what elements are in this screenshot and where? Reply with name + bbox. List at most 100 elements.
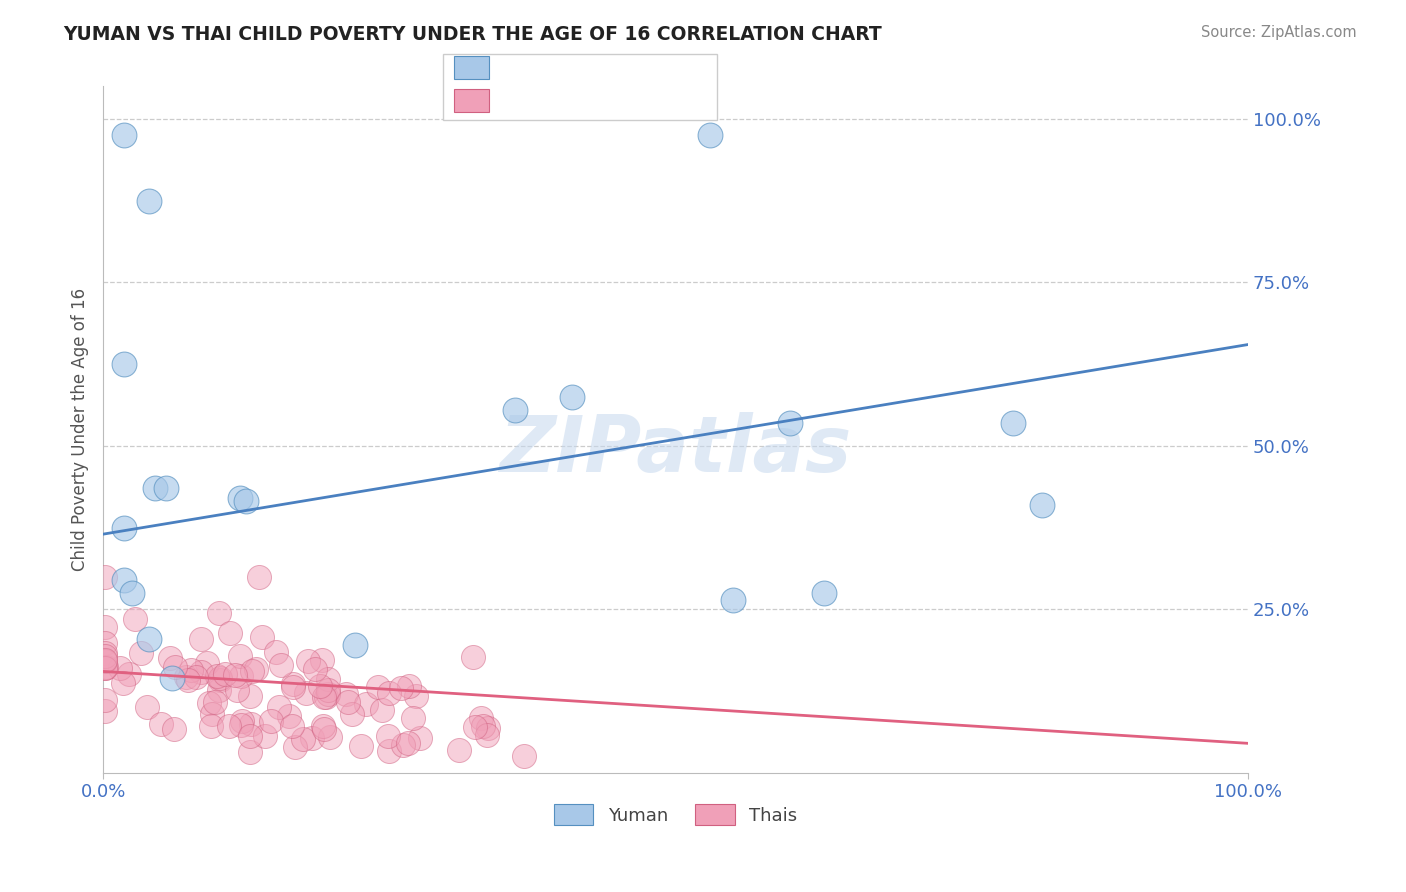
Point [94,661,117,675]
Point [229,649,252,664]
Point [264,645,287,659]
Point [108,661,131,675]
Point [204,695,226,709]
Point [377,729,399,743]
Point [409,731,432,745]
Text: -0.513: -0.513 [524,92,589,110]
Point [343,638,366,652]
Point [295,686,318,700]
Point [121,586,143,600]
Point [94,693,117,707]
Point [174,669,197,683]
Point [163,660,186,674]
Text: 105: 105 [620,92,658,110]
Text: 0.312: 0.312 [531,58,588,77]
Point [561,390,583,404]
Point [226,682,249,697]
Point [200,719,222,733]
Point [699,128,721,143]
Point [239,689,262,703]
Point [278,709,301,723]
Text: N =: N = [581,92,633,110]
Point [163,723,186,737]
Point [229,491,252,506]
Text: N =: N = [581,58,633,77]
Point [464,720,486,734]
Point [94,654,117,668]
Point [208,672,231,686]
Text: 21: 21 [620,58,645,77]
Point [335,687,357,701]
Point [94,704,117,718]
Point [136,700,159,714]
Point [218,718,240,732]
Point [94,647,117,661]
Point [267,700,290,714]
Point [316,682,339,697]
Point [239,746,262,760]
Point [231,718,253,732]
Point [354,697,377,711]
Point [240,665,263,679]
Point [721,592,744,607]
Point [195,656,218,670]
Point [281,677,304,691]
Point [235,494,257,508]
Point [224,668,246,682]
Point [208,673,231,687]
Point [503,403,526,417]
Point [297,654,319,668]
Point [112,520,135,534]
Text: Source: ZipAtlas.com: Source: ZipAtlas.com [1201,25,1357,40]
Point [94,620,117,634]
Point [177,673,200,687]
Point [247,569,270,583]
Point [245,662,267,676]
Point [94,661,117,675]
Point [350,739,373,753]
Point [208,683,231,698]
Text: R =: R = [496,58,536,77]
Point [124,612,146,626]
Point [405,690,427,704]
Point [180,664,202,678]
Point [513,748,536,763]
Point [283,681,305,695]
Point [1031,498,1053,512]
Point [150,717,173,731]
Point [477,721,499,735]
Point [377,686,399,700]
Point [131,646,153,660]
Point [184,670,207,684]
Point [470,711,492,725]
Point [118,667,141,681]
Point [398,679,420,693]
Point [449,743,471,757]
Point [312,718,335,732]
Point [94,635,117,649]
Point [159,650,181,665]
Point [312,690,335,704]
Point [143,482,166,496]
Point [1002,416,1025,430]
Point [94,569,117,583]
Point [402,711,425,725]
Point [475,728,498,742]
Point [472,718,495,732]
Point [208,606,231,620]
Point [94,652,117,666]
Point [340,706,363,721]
Point [138,194,160,208]
Point [270,658,292,673]
Point [229,669,252,683]
Point [160,671,183,685]
Point [94,648,117,663]
Text: R =: R = [496,92,536,110]
Point [218,626,240,640]
Point [316,672,339,686]
Point [378,744,401,758]
Point [190,632,212,646]
Point [779,416,801,430]
Point [463,650,485,665]
Point [252,630,274,644]
